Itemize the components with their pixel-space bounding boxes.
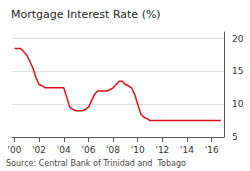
svg-text:'06: '06 [81,145,95,155]
svg-text:'04: '04 [57,145,71,155]
svg-text:'12: '12 [155,145,169,155]
svg-text:10: 10 [232,99,244,109]
svg-text:Source: Central Bank of Trinid: Source: Central Bank of Trinidad and Tob… [6,159,186,168]
svg-text:'02: '02 [32,145,46,155]
svg-text:'14: '14 [180,145,194,155]
svg-text:15: 15 [232,66,243,76]
svg-text:'08: '08 [106,145,120,155]
svg-text:20: 20 [232,34,244,44]
svg-text:'10: '10 [131,145,145,155]
svg-text:Mortgage Interest Rate (%): Mortgage Interest Rate (%) [11,8,161,21]
svg-text:'00: '00 [7,145,21,155]
svg-text:'16: '16 [205,145,219,155]
svg-text:5: 5 [232,132,238,142]
